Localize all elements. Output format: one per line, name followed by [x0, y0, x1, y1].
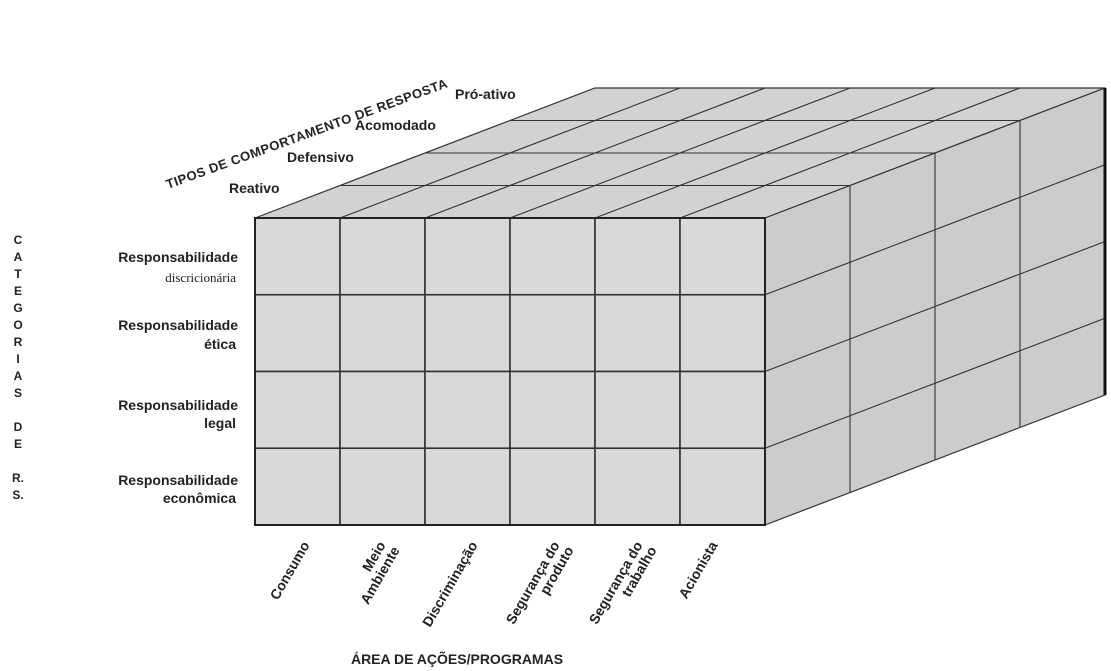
- front-cell: [594, 370, 681, 450]
- front-cell: [254, 293, 341, 373]
- front-cell: [594, 293, 681, 373]
- front-cell: [254, 217, 341, 296]
- col-label-consumo: Consumo: [266, 539, 312, 603]
- side-row-line: [764, 317, 1106, 449]
- row-label-4-line2: econômica: [163, 490, 236, 506]
- cube-grid: [254, 87, 1107, 526]
- y-axis-title-letter: S: [14, 386, 22, 400]
- front-cell: [254, 370, 341, 450]
- front-cell: [254, 447, 341, 526]
- row-label-2-line2: ética: [204, 336, 236, 352]
- row-label-2-line1: Responsabilidade: [118, 317, 238, 333]
- front-cell: [679, 293, 766, 373]
- front-cell: [424, 370, 511, 450]
- front-cell: [424, 447, 511, 526]
- side-row-line: [764, 240, 1106, 373]
- top-column-line: [424, 87, 766, 219]
- top-column-line: [339, 87, 681, 219]
- side-row-line: [764, 164, 1106, 296]
- row-label-3-line1: Responsabilidade: [118, 397, 238, 413]
- front-cell: [679, 370, 766, 450]
- y-axis-title-letter: G: [13, 301, 22, 315]
- front-cell: [509, 293, 596, 373]
- depth-label-pro-ativo: Pró-ativo: [455, 86, 516, 102]
- x-axis-title: ÁREA DE AÇÕES/PROGRAMAS: [351, 650, 563, 667]
- front-cell: [509, 217, 596, 296]
- col-label-discriminacao: Discriminação: [419, 539, 481, 630]
- depth-label-defensivo: Defensivo: [287, 149, 354, 165]
- front-cell: [339, 217, 426, 296]
- depth-label-acomodado: Acomodado: [355, 117, 436, 133]
- column-labels: Consumo Meio Ambiente Discriminação Segu…: [266, 538, 720, 629]
- front-cell: [679, 447, 766, 526]
- front-cell: [594, 447, 681, 526]
- y-axis-title-letter: C: [14, 233, 23, 247]
- y-axis-title-letter: O: [13, 318, 22, 332]
- y-axis-title-letter: A: [14, 250, 23, 264]
- y-axis-title-letter: I: [16, 352, 19, 366]
- y-axis-title-letter: D: [14, 420, 23, 434]
- y-axis-title-letter: E: [14, 437, 22, 451]
- front-cell: [594, 217, 681, 296]
- col-label-acionista: Acionista: [675, 538, 720, 601]
- front-cell: [424, 217, 511, 296]
- top-column-line: [679, 87, 1021, 219]
- top-column-line: [594, 87, 936, 219]
- y-axis-title-letter: S.: [12, 488, 23, 502]
- row-label-1-line2: discricionária: [165, 270, 236, 285]
- row-labels: Responsabilidade discricionária Responsa…: [118, 249, 238, 506]
- front-face-border: [254, 217, 766, 526]
- y-axis-title-letter: A: [14, 369, 23, 383]
- front-cell: [339, 370, 426, 450]
- y-axis-title-letter: R.: [12, 471, 24, 485]
- front-cell: [339, 447, 426, 526]
- row-label-4-line1: Responsabilidade: [118, 472, 238, 488]
- front-cell: [679, 217, 766, 296]
- top-column-line: [509, 87, 851, 219]
- front-cell: [339, 293, 426, 373]
- y-axis-title-letter: R: [14, 335, 23, 349]
- front-cell: [424, 293, 511, 373]
- y-axis-title-letter: E: [14, 284, 22, 298]
- depth-label-reativo: Reativo: [229, 180, 280, 196]
- depth-layer-labels: Reativo Defensivo Acomodado Pró-ativo: [229, 86, 516, 196]
- front-cell: [509, 447, 596, 526]
- row-label-1-line1: Responsabilidade: [118, 249, 238, 265]
- y-axis-title-letter: T: [14, 267, 22, 281]
- front-cell: [509, 370, 596, 450]
- row-label-3-line2: legal: [204, 415, 236, 431]
